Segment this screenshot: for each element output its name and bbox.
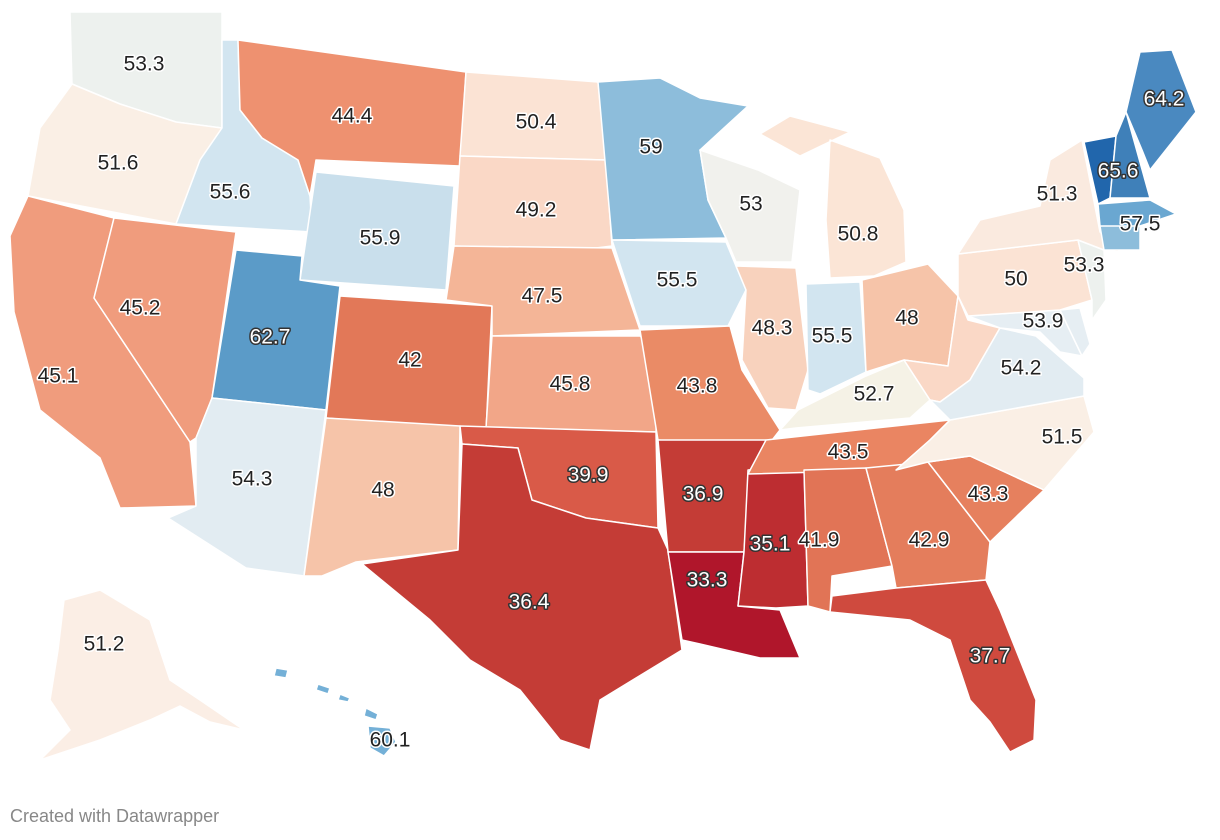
value-label-WI: 53: [739, 193, 762, 216]
datawrapper-credit: Created with Datawrapper: [10, 806, 220, 826]
value-label-OR: 51.6: [98, 152, 139, 175]
state-DE[interactable]: [1059, 307, 1091, 357]
value-label-AZ: 54.3: [232, 468, 273, 491]
value-label-NE: 47.5: [522, 285, 563, 308]
value-label-IA: 55.5: [657, 269, 698, 292]
value-label-AK: 51.2: [84, 633, 125, 656]
state-AZ[interactable]: [167, 397, 327, 577]
value-label-NM: 48: [371, 479, 394, 502]
state-HI[interactable]: [273, 667, 397, 757]
value-label-VA: 54.2: [1001, 357, 1042, 380]
value-label-OH: 48: [895, 307, 918, 330]
value-label-MS: 35.1: [750, 533, 791, 556]
value-label-WY: 55.9: [360, 227, 401, 250]
state-WI[interactable]: [699, 149, 801, 263]
state-IA[interactable]: [611, 239, 747, 327]
us-choropleth-map: 53.3 51.6 45.1 55.6 45.2 44.4 55.9 62.7 54.3 42 48…: [9, 11, 1197, 761]
value-label-OK: 39.9: [568, 464, 609, 487]
state-TX[interactable]: [361, 443, 683, 751]
state-MI[interactable]: [759, 115, 907, 279]
state-AK[interactable]: [39, 589, 245, 761]
value-label-MO: 43.8: [677, 375, 718, 398]
value-label-LA: 33.3: [687, 569, 728, 592]
value-label-MT: 44.4: [332, 105, 373, 128]
value-label-GA: 42.9: [909, 529, 950, 552]
value-label-SC: 43.3: [968, 483, 1009, 506]
state-FL[interactable]: [829, 579, 1037, 753]
state-NC[interactable]: [895, 395, 1095, 491]
value-label-FL: 37.7: [970, 645, 1011, 668]
value-label-NJ: 53.3: [1064, 254, 1105, 277]
value-label-ME: 64.2: [1144, 88, 1185, 111]
value-label-KS: 45.8: [550, 373, 591, 396]
value-label-CO: 42: [398, 349, 421, 372]
value-label-NC: 51.5: [1042, 426, 1083, 449]
value-label-MI: 50.8: [838, 223, 879, 246]
state-NH[interactable]: [1109, 111, 1151, 199]
value-label-IL: 48.3: [752, 317, 793, 340]
value-label-KY: 52.7: [854, 383, 895, 406]
state-VA[interactable]: [929, 327, 1085, 421]
value-label-ND: 50.4: [516, 111, 557, 134]
value-label-NV: 45.2: [120, 297, 161, 320]
value-label-AR: 36.9: [683, 483, 724, 506]
value-label-CA: 45.1: [38, 365, 79, 388]
value-label-IN: 55.5: [812, 325, 853, 348]
value-label-HI: 60.1: [370, 729, 411, 752]
state-WY[interactable]: [299, 171, 455, 291]
value-label-ID: 55.6: [210, 181, 251, 204]
value-label-PA: 50: [1004, 268, 1027, 291]
value-label-TX: 36.4: [509, 591, 550, 614]
value-label-MA: 57.5: [1120, 213, 1161, 236]
value-label-WA: 53.3: [124, 53, 165, 76]
value-label-SD: 49.2: [516, 199, 557, 222]
value-label-UT: 62.7: [250, 326, 291, 349]
value-label-AL: 41.9: [799, 529, 840, 552]
value-label-TN: 43.5: [828, 441, 869, 464]
state-IN[interactable]: [805, 281, 867, 395]
state-MA[interactable]: [1097, 199, 1177, 227]
value-label-MN: 59: [639, 136, 662, 159]
state-IL[interactable]: [735, 265, 809, 411]
state-ME[interactable]: [1125, 49, 1197, 171]
value-label-MD: 53.9: [1023, 310, 1064, 333]
value-label-NY: 51.3: [1037, 183, 1078, 206]
value-label-VT: 65.6: [1098, 160, 1139, 183]
